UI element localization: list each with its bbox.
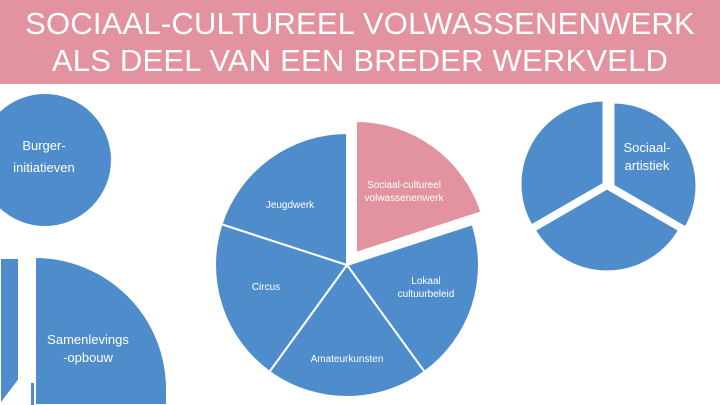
sociaal-artistiek-label-line-1: Sociaal- <box>624 140 671 155</box>
label-sociaal-cultureel-line-1: Sociaal-cultureel <box>367 180 441 191</box>
samenleving-label-line-1: Samenlevings <box>47 332 129 347</box>
label-lokaal-line-2: cultuurbeleid <box>398 289 455 300</box>
slide-title-line-1: SOCIAAL-CULTUREEL VOLWASSENENWERK <box>25 6 695 41</box>
samenleving-segment-left <box>0 257 20 405</box>
sociaal-artistiek-segment-left <box>518 98 606 229</box>
label-circus: Circus <box>252 282 280 293</box>
label-sociaal-cultureel-line-2: volwassenenwerk <box>365 193 445 204</box>
label-amateurkunsten: Amateurkunsten <box>311 354 384 365</box>
sociaal-artistiek-segment-bottom <box>532 186 682 274</box>
burger-initiatieven-circle: Burger- initiatieven <box>0 92 113 228</box>
sociaal-artistiek-label-line-2: artistiek <box>625 158 670 173</box>
burger-label-line-2: initiatieven <box>13 160 74 175</box>
burger-label-line-1: Burger- <box>22 138 65 153</box>
central-pie: Sociaal-cultureel volwassenenwerk Lokaal… <box>214 119 483 399</box>
title-bar: SOCIAAL-CULTUREEL VOLWASSENENWERK ALS DE… <box>0 0 720 84</box>
segment-sociaal-cultureel-volwassenenwerk <box>355 119 483 255</box>
label-lokaal-line-1: Lokaal <box>411 276 440 287</box>
slide-title-line-2: ALS DEEL VAN EEN BREDER WERKVELD <box>51 43 669 78</box>
segment-circus <box>214 222 349 374</box>
segment-jeugdwerk <box>220 131 348 267</box>
samenleving-segment-main <box>34 255 168 405</box>
samenlevingsopbouw-pie: Samenlevings -opbouw <box>0 255 168 405</box>
samenleving-label-line-2: -opbouw <box>63 350 113 365</box>
segment-amateurkunsten <box>268 263 426 399</box>
sociaal-artistiek-pie: Sociaal- artistiek <box>518 98 699 274</box>
label-jeugdwerk: Jeugdwerk <box>266 200 315 211</box>
segment-lokaal-cultuurbeleid <box>345 222 480 374</box>
sociaal-artistiek-segment-highlighted <box>611 100 699 231</box>
